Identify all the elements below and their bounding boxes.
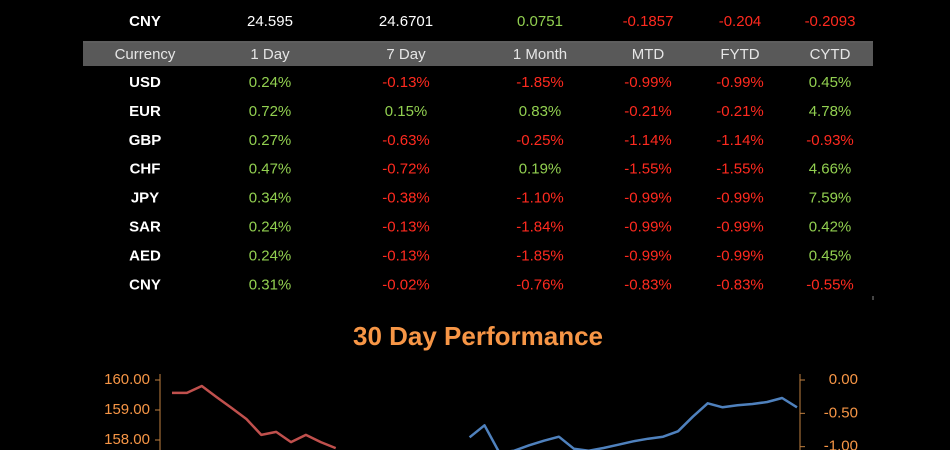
currency-label: CHF bbox=[130, 161, 161, 178]
table-cell: -1.55% bbox=[624, 161, 672, 178]
y-tick-label: 158.00 bbox=[104, 431, 150, 448]
y-tick-label: 160.00 bbox=[104, 371, 150, 388]
table-cell: -1.85% bbox=[516, 247, 564, 264]
table-cell: -0.99% bbox=[624, 247, 672, 264]
top-row-cell: CNY bbox=[129, 13, 161, 30]
table-cell: -0.21% bbox=[624, 103, 672, 120]
top-row-cell: -0.2093 bbox=[805, 13, 856, 30]
top-row-cell: 24.6701 bbox=[379, 13, 433, 30]
table-cell: -0.99% bbox=[624, 74, 672, 91]
table-cell: 0.24% bbox=[249, 218, 292, 235]
table-cell: 0.24% bbox=[249, 74, 292, 91]
table-cell: -0.83% bbox=[624, 276, 672, 293]
table-cell: -1.85% bbox=[516, 74, 564, 91]
table-cell: -1.14% bbox=[624, 132, 672, 149]
table-cell: -0.99% bbox=[716, 190, 764, 207]
currency-label: SAR bbox=[129, 218, 161, 235]
table-cell: 0.83% bbox=[519, 103, 562, 120]
top-row-cell: -0.204 bbox=[719, 13, 762, 30]
table-cell: 0.15% bbox=[385, 103, 428, 120]
table-cell: -0.38% bbox=[382, 190, 430, 207]
table-cell: -0.83% bbox=[716, 276, 764, 293]
table-cell: 0.45% bbox=[809, 74, 852, 91]
y2-tick-label: -0.50 bbox=[824, 404, 858, 421]
table-cell: -0.99% bbox=[716, 218, 764, 235]
header-bar bbox=[83, 43, 873, 66]
currency-label: AED bbox=[129, 247, 161, 264]
table-cell: -0.99% bbox=[716, 74, 764, 91]
table-cell: -0.21% bbox=[716, 103, 764, 120]
table-cell: -0.63% bbox=[382, 132, 430, 149]
table-cell: 4.78% bbox=[809, 103, 852, 120]
table-cell: -0.76% bbox=[516, 276, 564, 293]
table-cell: -0.02% bbox=[382, 276, 430, 293]
table-header-cell: FYTD bbox=[720, 46, 759, 63]
table-header-cell: 7 Day bbox=[386, 46, 426, 63]
table-cell: -0.13% bbox=[382, 247, 430, 264]
table-cell: -0.13% bbox=[382, 74, 430, 91]
y2-tick-label: -1.00 bbox=[824, 438, 858, 450]
table-cell: 0.34% bbox=[249, 190, 292, 207]
series-line bbox=[172, 384, 337, 450]
table-cell: 0.42% bbox=[809, 218, 852, 235]
currency-label: JPY bbox=[131, 190, 159, 207]
table-cell: -0.99% bbox=[624, 190, 672, 207]
series-line bbox=[468, 396, 798, 450]
currency-label: CNY bbox=[129, 276, 161, 293]
table-header-cell: Currency bbox=[115, 46, 176, 63]
table-cell: -1.10% bbox=[516, 190, 564, 207]
table-cell: 0.72% bbox=[249, 103, 292, 120]
table-header-cell: 1 Day bbox=[250, 46, 290, 63]
top-row-cell: 0.0751 bbox=[517, 13, 563, 30]
table-cell: -0.13% bbox=[382, 218, 430, 235]
y2-tick-label: 0.00 bbox=[829, 371, 858, 388]
currency-label: EUR bbox=[129, 103, 161, 120]
y-tick-label: 159.00 bbox=[104, 401, 150, 418]
table-cell: 0.19% bbox=[519, 161, 562, 178]
table-cell: -0.99% bbox=[624, 218, 672, 235]
currency-label: USD bbox=[129, 74, 161, 91]
table-cell: 0.45% bbox=[809, 247, 852, 264]
table-cell: -0.55% bbox=[806, 276, 854, 293]
table-cell: 0.24% bbox=[249, 247, 292, 264]
table-cell: -0.93% bbox=[806, 132, 854, 149]
table-cell: 0.47% bbox=[249, 161, 292, 178]
table-cell: -1.84% bbox=[516, 218, 564, 235]
chart-title: 30 Day Performance bbox=[353, 321, 603, 351]
top-row-cell: -0.1857 bbox=[623, 13, 674, 30]
currency-label: GBP bbox=[129, 132, 162, 149]
table-cell: -0.72% bbox=[382, 161, 430, 178]
table-cell: 4.66% bbox=[809, 161, 852, 178]
table-cell: -0.25% bbox=[516, 132, 564, 149]
table-header-cell: CYTD bbox=[810, 46, 851, 63]
top-row-cell: 24.595 bbox=[247, 13, 293, 30]
table-cell: -0.99% bbox=[716, 247, 764, 264]
table-cell: 0.27% bbox=[249, 132, 292, 149]
table-header-cell: MTD bbox=[632, 46, 665, 63]
table-cell: -1.55% bbox=[716, 161, 764, 178]
table-header-cell: 1 Month bbox=[513, 46, 567, 63]
table-cell: 7.59% bbox=[809, 190, 852, 207]
table-cell: 0.31% bbox=[249, 276, 292, 293]
table-cell: -1.14% bbox=[716, 132, 764, 149]
